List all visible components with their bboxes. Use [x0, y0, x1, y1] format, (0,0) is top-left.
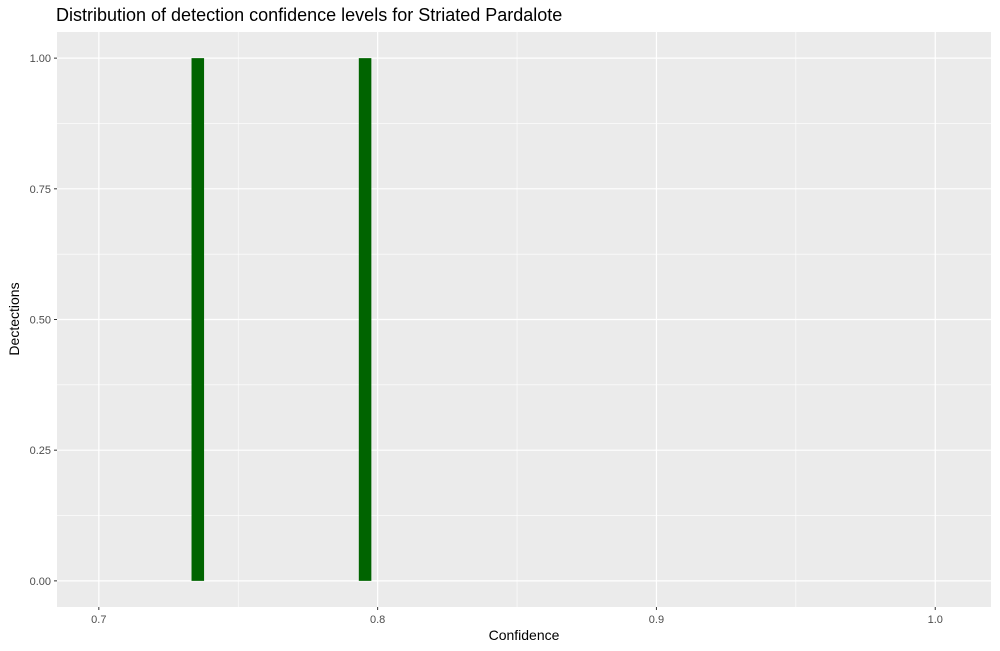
y-tick-label: 0.25: [30, 445, 51, 457]
bars: [191, 58, 372, 581]
y-tick-label: 1.00: [30, 53, 51, 65]
x-tick-label: 0.8: [370, 614, 385, 626]
y-tick-label: 0.00: [30, 576, 51, 588]
chart-title: Distribution of detection confidence lev…: [56, 5, 562, 25]
bar: [191, 58, 205, 581]
x-axis: 0.7 0.8 0.9 1.0: [91, 607, 943, 626]
y-tick-label: 0.50: [30, 315, 51, 327]
y-tick-label: 0.75: [30, 184, 51, 196]
x-tick-label: 0.9: [649, 614, 664, 626]
y-axis-title: Dectections: [6, 282, 22, 355]
x-tick-label: 1.0: [928, 614, 943, 626]
x-axis-title: Confidence: [489, 627, 560, 643]
major-gridlines: [57, 32, 991, 607]
bar: [358, 58, 372, 581]
x-tick-label: 0.7: [91, 614, 106, 626]
y-axis: 0.00 0.25 0.50 0.75 1.00: [30, 53, 57, 588]
